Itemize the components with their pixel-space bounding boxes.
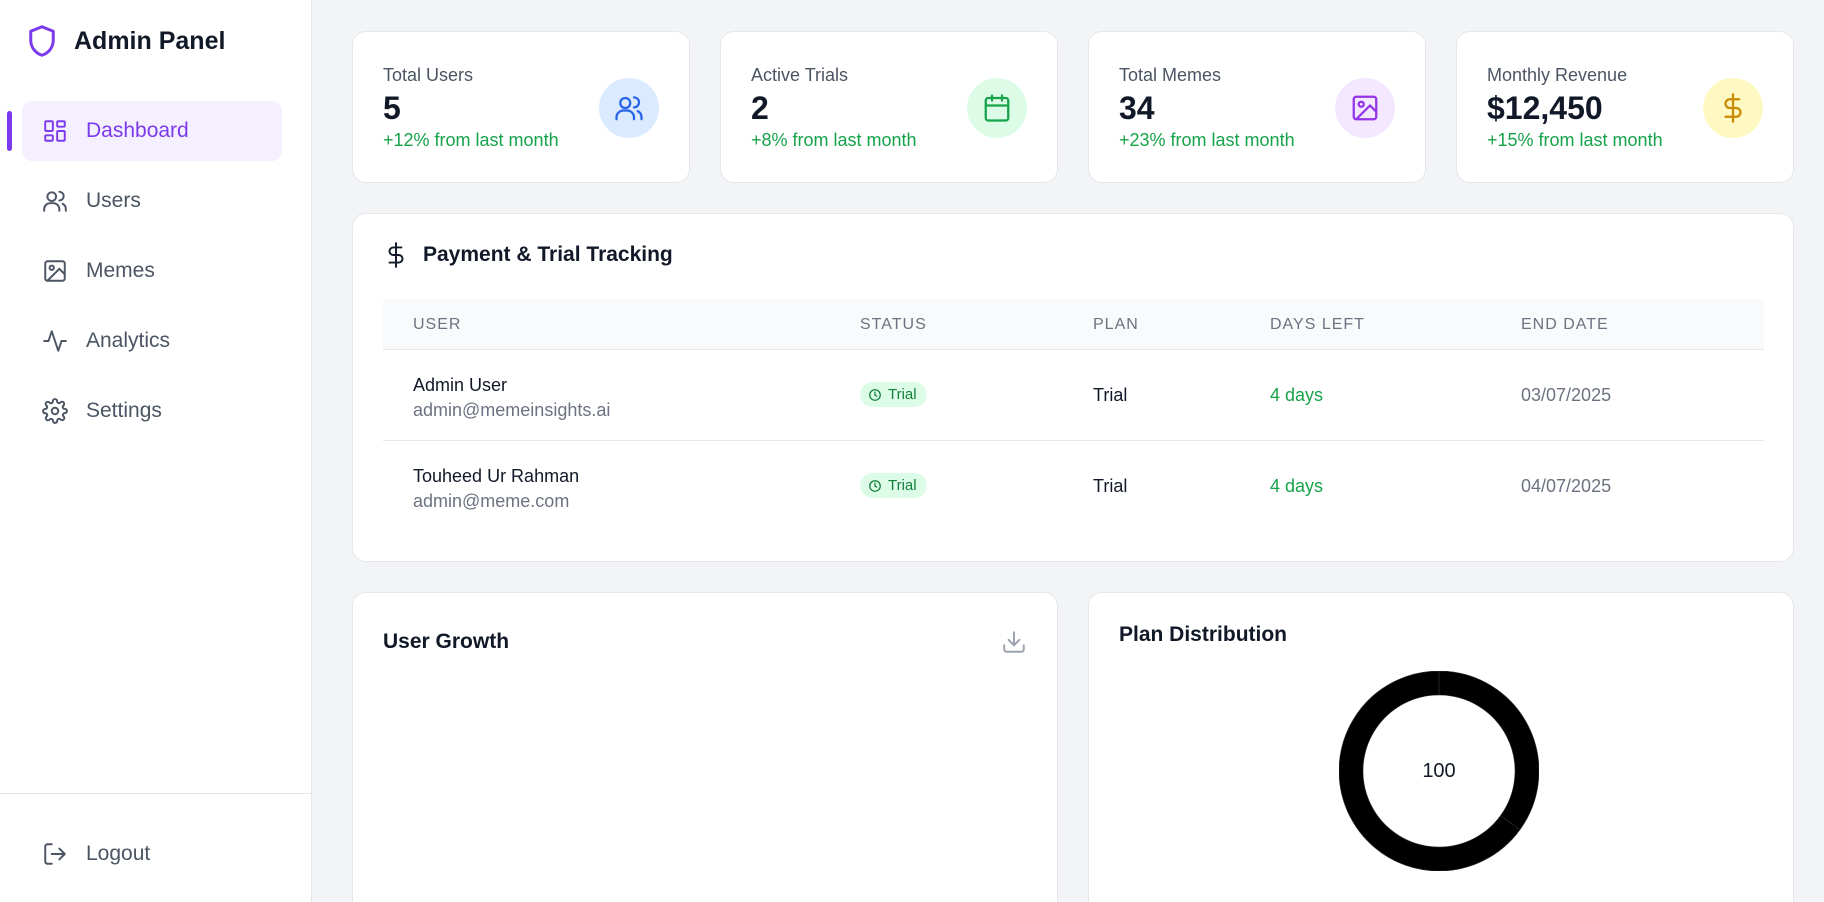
sidebar-item-label: Memes [86,259,155,282]
status-badge: Trial [860,382,927,407]
stat-icon-badge [599,78,659,138]
column-header-user: USER [413,316,462,333]
status-label: Trial [888,477,917,494]
dollar-icon [388,242,404,268]
payment-tracking-card: Payment & Trial Tracking USER STATUS PLA… [352,213,1794,562]
brand: Admin Panel [24,20,225,62]
end-date-value: 04/07/2025 [1521,476,1612,496]
column-header-days-left: DAYS LEFT [1270,316,1365,333]
sidebar: Admin Panel Dashboard Users Memes Analyt… [0,0,312,902]
payment-tracking-header: Payment & Trial Tracking [383,242,673,268]
stat-change: +15% from last month [1487,130,1663,150]
stat-label: Monthly Revenue [1487,65,1628,85]
end-date-value: 03/07/2025 [1521,385,1612,405]
stat-value: 34 [1119,90,1155,126]
sidebar-item-analytics[interactable]: Analytics [22,311,282,371]
sidebar-item-label: Dashboard [86,119,189,142]
plan-distribution-donut [1339,671,1539,871]
user-email: admin@meme.com [413,491,570,511]
sidebar-divider [0,793,312,794]
donut-slice-2[interactable] [1339,671,1521,871]
sidebar-item-label: Users [86,189,141,212]
section-title: Plan Distribution [1119,623,1287,646]
shield-icon [29,25,55,57]
logout-label: Logout [86,842,151,865]
logout-icon [44,843,66,865]
stat-value: 2 [751,90,769,126]
stat-card-total-users: Total Users 5 +12% from last month [352,31,690,183]
sidebar-item-memes[interactable]: Memes [22,241,282,301]
logout-button[interactable]: Logout [22,824,282,884]
dollar-icon [1724,93,1742,123]
stat-icon-badge [1335,78,1395,138]
section-title: Payment & Trial Tracking [423,243,673,266]
image-icon [1352,95,1378,121]
column-header-plan: PLAN [1093,316,1139,333]
sidebar-item-label: Analytics [86,329,171,352]
table-row[interactable]: Touheed Ur Rahman admin@meme.com Trial T… [383,441,1764,532]
stat-value: 5 [383,90,401,126]
dashboard-icon [44,120,66,142]
status-label: Trial [888,386,917,403]
plan-value: Trial [1093,476,1128,496]
stat-card-monthly-revenue: Monthly Revenue $12,450 +15% from last m… [1456,31,1794,183]
table-row[interactable]: Admin User admin@memeinsights.ai Trial T… [383,350,1764,441]
plan-distribution-card: Plan Distribution 100 [1088,592,1794,902]
stat-change: +12% from last month [383,130,559,150]
activity-icon [43,330,67,352]
days-left-value: 4 days [1270,476,1324,496]
users-icon [43,190,67,212]
stat-card-total-memes: Total Memes 34 +23% from last month [1088,31,1426,183]
plan-value: Trial [1093,385,1128,405]
stat-card-active-trials: Active Trials 2 +8% from last month [720,31,1058,183]
stat-value: $12,450 [1487,90,1603,126]
column-header-status: STATUS [860,316,927,333]
stat-label: Total Memes [1119,65,1222,85]
column-header-end-date: END DATE [1521,316,1609,333]
sidebar-item-users[interactable]: Users [22,171,282,231]
users-icon [615,96,643,121]
download-icon[interactable] [1001,629,1027,655]
user-growth-card: User Growth [352,592,1058,902]
sidebar-item-dashboard[interactable]: Dashboard [7,101,282,161]
clock-icon [869,388,881,401]
image-icon [44,260,66,282]
app-title: Admin Panel [74,26,226,55]
days-left-value: 4 days [1270,385,1324,405]
clock-icon [869,479,881,492]
sidebar-item-settings[interactable]: Settings [22,381,282,441]
user-name: Admin User [413,375,508,395]
sidebar-item-label: Settings [86,399,162,422]
calendar-icon [984,94,1010,122]
sidebar-nav: Dashboard Users Memes Analytics Settings [7,101,282,451]
donut-center-label: 100 [1422,759,1456,782]
user-name: Touheed Ur Rahman [413,466,580,486]
stat-change: +23% from last month [1119,130,1295,150]
stat-change: +8% from last month [751,130,917,150]
stat-label: Total Users [383,65,474,85]
status-badge: Trial [860,473,927,498]
section-title: User Growth [383,630,510,653]
stat-icon-badge [967,78,1027,138]
stat-label: Active Trials [751,65,849,85]
stat-icon-badge [1703,78,1763,138]
user-email: admin@memeinsights.ai [413,400,611,420]
gear-icon [42,398,68,424]
table-header: USER STATUS PLAN DAYS LEFT END DATE [383,299,1764,350]
